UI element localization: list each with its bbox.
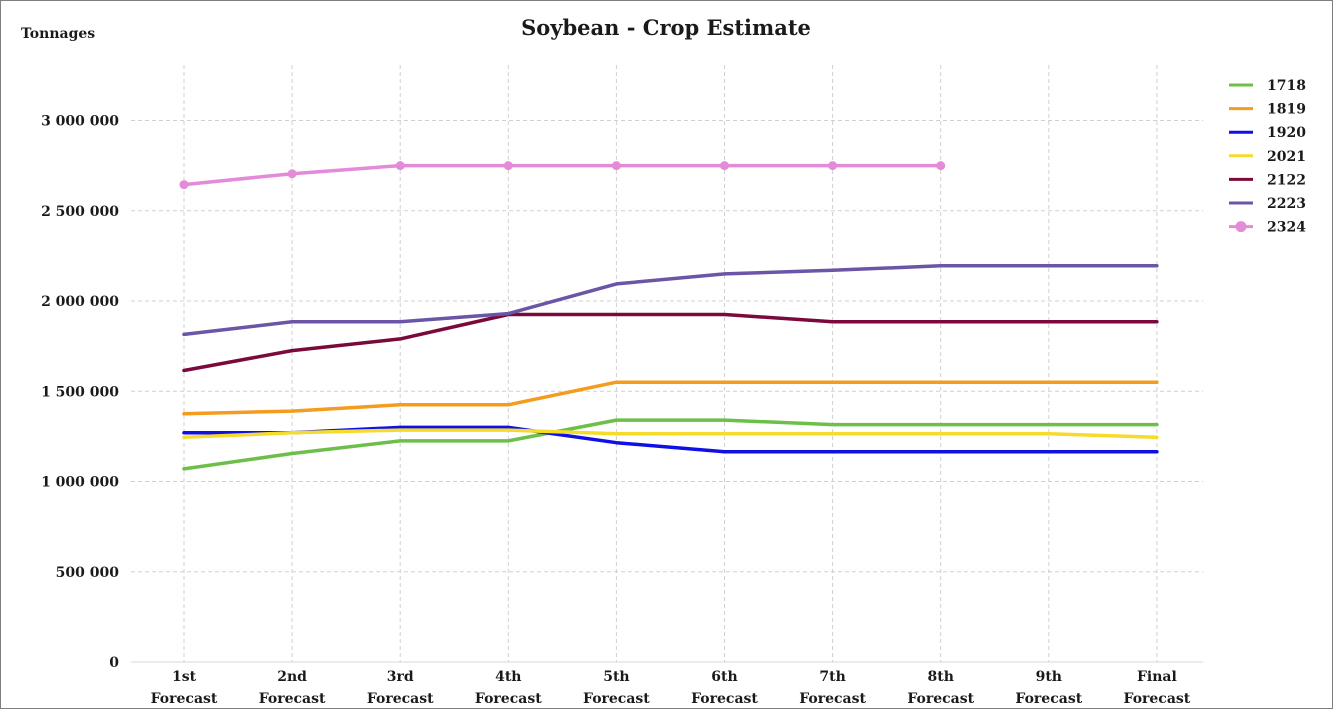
data-point-2324: [720, 161, 729, 171]
legend-label-2122: 2122: [1267, 172, 1306, 188]
series-line-2021: [182, 428, 1159, 440]
y-tick-label: 1 500 000: [41, 384, 119, 400]
data-point-2324: [828, 161, 838, 171]
legend: 1718 1819 1920 2021 2122 2223 2324: [1229, 78, 1306, 236]
data-point-2324: [179, 180, 189, 190]
legend-label-2223: 2223: [1267, 196, 1306, 212]
legend-label-1819: 1819: [1267, 102, 1306, 118]
data-point-2324: [611, 161, 621, 171]
legend-marker-2324: [1235, 221, 1247, 233]
x-tick-label: 4th Forecast: [475, 669, 542, 707]
legend-label-2021: 2021: [1267, 149, 1306, 165]
y-tick-label: 3 000 000: [41, 114, 119, 130]
x-tick-label: 5th Forecast: [583, 669, 650, 707]
x-tick-label: 7th Forecast: [799, 669, 866, 707]
data-point-2324: [936, 161, 946, 171]
legend-label-2324: 2324: [1267, 220, 1306, 236]
y-tick-label: 0: [109, 655, 119, 671]
data-point-2324: [503, 161, 513, 171]
y-axis-ticks: 0 500 000 1 000 000 1 500 000 2 000 000 2 500…: [41, 114, 119, 672]
chart-title: Soybean - Crop Estimate: [521, 15, 811, 40]
x-tick-label: 3rd Forecast: [367, 669, 434, 707]
series-line-1718: [182, 418, 1159, 471]
data-point-2324: [395, 161, 405, 171]
series-lines: [179, 161, 1159, 471]
data-point-2324: [287, 169, 297, 179]
y-tick-label: 500 000: [56, 565, 120, 581]
y-tick-label: 2 500 000: [41, 204, 119, 220]
x-axis-ticks: 1st Forecast 2nd Forecast 3rd Forecast 4th Fore…: [151, 669, 1191, 707]
x-tick-label: 8th Forecast: [907, 669, 974, 707]
x-tick-label: 9th Forecast: [1015, 669, 1082, 707]
legend-label-1718: 1718: [1267, 78, 1306, 94]
series-line-2223: [182, 264, 1159, 337]
legend-label-1920: 1920: [1267, 125, 1306, 141]
x-tick-label: 2nd Forecast: [259, 669, 326, 707]
series-line-1819: [182, 380, 1159, 416]
y-tick-label: 1 000 000: [41, 475, 119, 491]
x-tick-label: 6th Forecast: [691, 669, 758, 707]
gridlines: [131, 65, 1203, 663]
series-line-2324: [182, 163, 943, 187]
y-axis-label: Tonnages: [21, 26, 95, 42]
series-line-2122: [182, 312, 1159, 373]
x-tick-label: Final Forecast: [1124, 669, 1191, 707]
x-tick-label: 1st Forecast: [151, 669, 218, 707]
y-tick-label: 2 000 000: [41, 294, 119, 310]
